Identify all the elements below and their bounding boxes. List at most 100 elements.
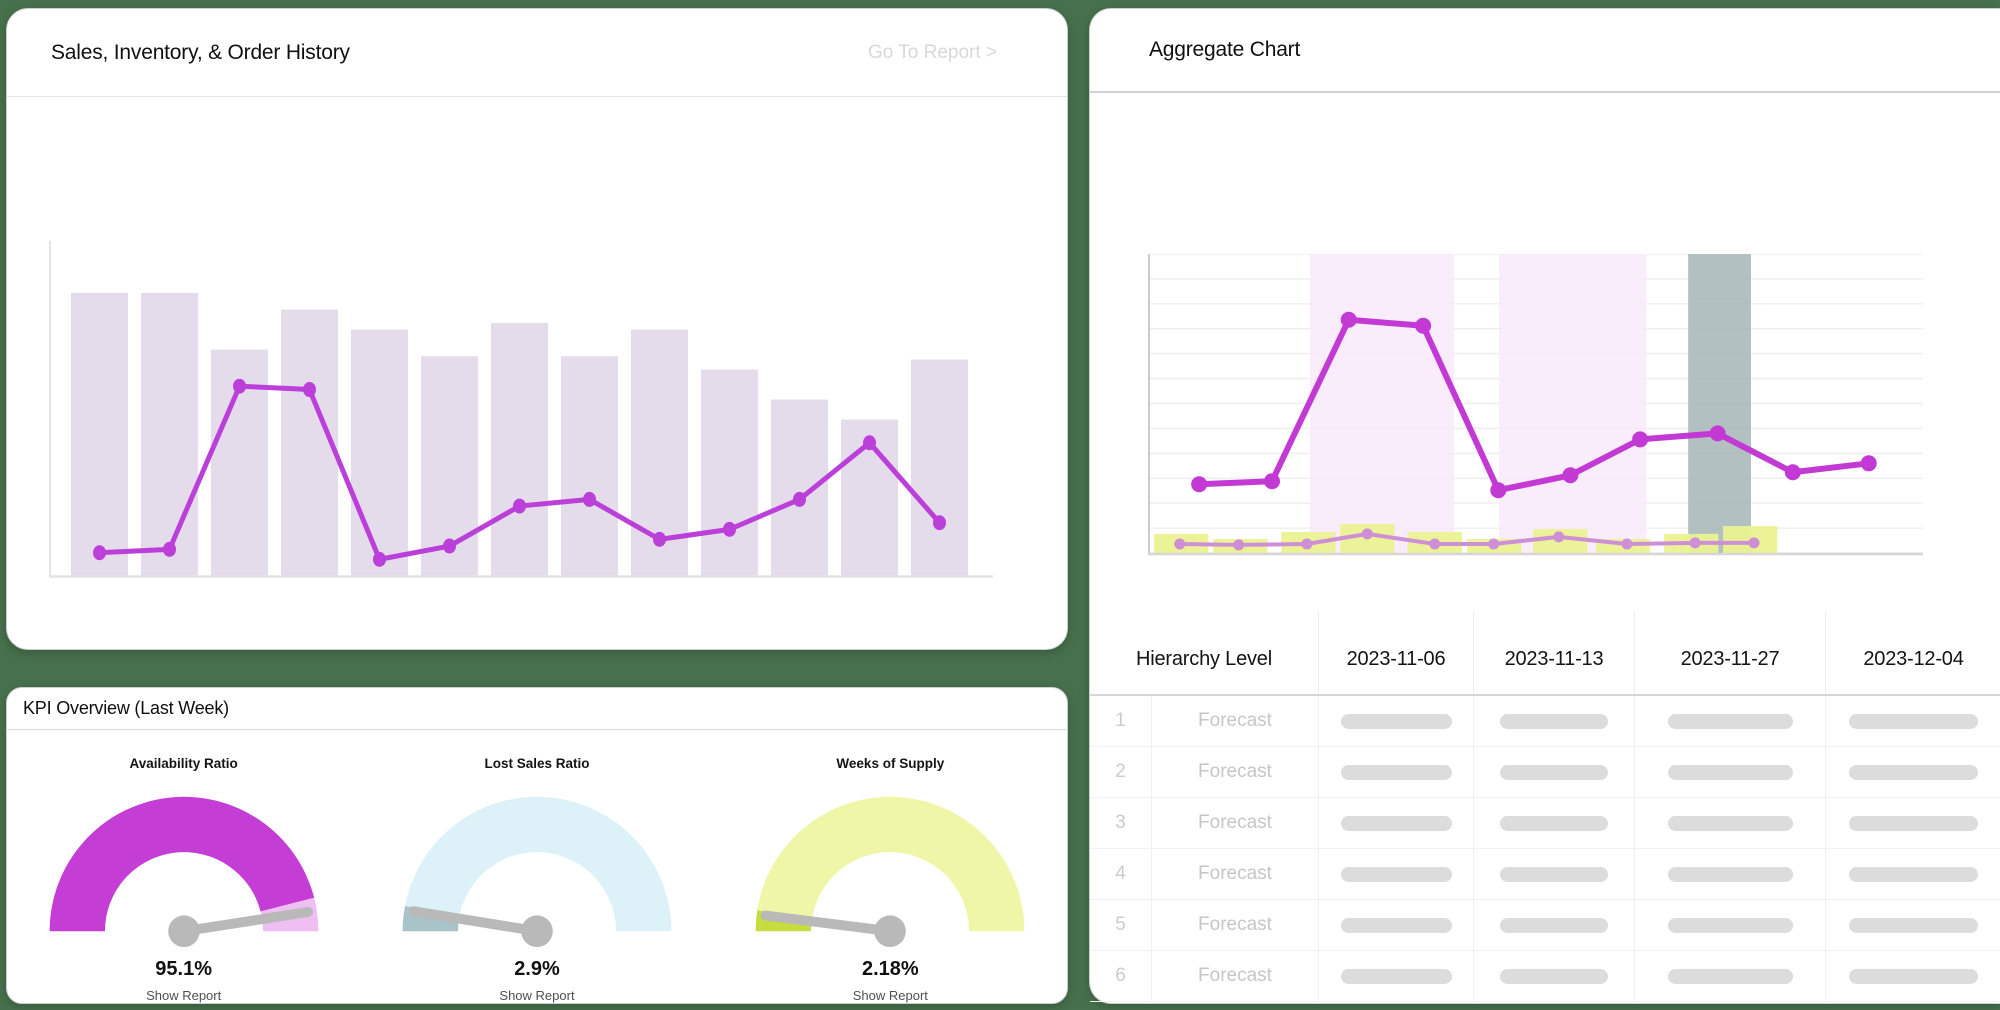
hierarchy-level-number: 3: [1115, 812, 1126, 833]
kpi-card-title: KPI Overview (Last Week): [23, 698, 229, 718]
forecast-label: Forecast: [1151, 747, 1318, 797]
hierarchy-level-number: 2: [1115, 761, 1126, 782]
gauge-availability-ratio: Availability Ratio 95.1% Show Report: [7, 730, 360, 1003]
value-placeholder: [1340, 713, 1452, 729]
show-report-link[interactable]: Show Report: [852, 988, 928, 1003]
gauge-value: 2.18%: [861, 958, 919, 980]
value-placeholder: [1667, 764, 1793, 780]
show-report-link[interactable]: Show Report: [499, 988, 575, 1003]
value-placeholder: [1340, 968, 1452, 984]
kpi-overview-card: KPI Overview (Last Week) Availability Ra…: [6, 687, 1068, 1004]
forecast-value-cell: [1825, 798, 2000, 848]
forecast-value-cell: [1318, 849, 1473, 899]
forecast-value-cell: [1318, 747, 1473, 797]
value-placeholder: [1340, 917, 1452, 933]
forecast-label: Forecast: [1151, 849, 1318, 899]
aggregate-card-header: Aggregate Chart: [1090, 9, 2000, 93]
sales-card-title: Sales, Inventory, & Order History: [51, 40, 350, 64]
hierarchy-level-number: 4: [1115, 863, 1126, 884]
forecast-value-cell: [1634, 951, 1825, 1001]
sales-history-chart: [49, 241, 993, 578]
forecast-value-cell: [1318, 900, 1473, 950]
forecast-value-cell: [1825, 951, 2000, 1001]
column-header-date: 2023-12-04: [1825, 611, 2000, 694]
value-placeholder: [1849, 815, 1978, 831]
value-placeholder: [1667, 917, 1793, 933]
aggregate-chart-card: Aggregate Chart Hierarchy Level 2023-11-…: [1089, 8, 2000, 1004]
gauge-title: Weeks of Supply: [836, 756, 945, 771]
value-placeholder: [1340, 866, 1452, 882]
table-row[interactable]: 2 Forecast: [1090, 747, 2000, 798]
gauge-chart: [755, 796, 1025, 948]
value-placeholder: [1667, 815, 1793, 831]
go-to-report-link[interactable]: Go To Report >: [867, 41, 997, 63]
column-header-date: 2023-11-27: [1634, 611, 1825, 694]
forecast-value-cell: [1473, 900, 1634, 950]
forecast-value-cell: [1473, 849, 1634, 899]
column-header-date: 2023-11-06: [1318, 611, 1473, 694]
forecast-value-cell: [1634, 798, 1825, 848]
value-placeholder: [1849, 764, 1978, 780]
value-placeholder: [1340, 764, 1452, 780]
forecast-value-cell: [1318, 696, 1473, 746]
forecast-label: Forecast: [1151, 900, 1318, 950]
forecast-label: Forecast: [1151, 951, 1318, 1001]
hierarchy-level-number: 1: [1115, 710, 1126, 731]
forecast-table-body: 1 Forecast 2 Forecast 3 Forecast 4 Forecast 5 For…: [1090, 696, 2000, 1002]
forecast-value-cell: [1473, 696, 1634, 746]
column-header-date: 2023-11-13: [1473, 611, 1634, 694]
forecast-value-cell: [1825, 696, 2000, 746]
hierarchy-level-number: 6: [1115, 965, 1126, 986]
forecast-value-cell: [1473, 798, 1634, 848]
forecast-value-cell: [1634, 849, 1825, 899]
gauge-title: Lost Sales Ratio: [484, 756, 590, 771]
forecast-label: Forecast: [1151, 798, 1318, 848]
value-placeholder: [1500, 764, 1608, 780]
table-row[interactable]: 3 Forecast: [1090, 798, 2000, 849]
table-row[interactable]: 6 Forecast: [1090, 951, 2000, 1002]
forecast-label: Forecast: [1151, 696, 1318, 746]
forecast-value-cell: [1825, 747, 2000, 797]
value-placeholder: [1500, 713, 1608, 729]
value-placeholder: [1849, 713, 1978, 729]
forecast-value-cell: [1318, 798, 1473, 848]
value-placeholder: [1340, 815, 1452, 831]
table-row[interactable]: 1 Forecast: [1090, 696, 2000, 747]
gauge-chart: [49, 796, 319, 948]
aggregate-chart: [1148, 254, 1923, 556]
value-placeholder: [1500, 815, 1608, 831]
aggregate-card-title: Aggregate Chart: [1149, 38, 1301, 61]
gauge-weeks-of-supply: Weeks of Supply 2.18% Show Report: [714, 730, 1067, 1003]
forecast-value-cell: [1634, 747, 1825, 797]
table-row[interactable]: 5 Forecast: [1090, 900, 2000, 951]
kpi-gauges-row: Availability Ratio 95.1% Show Report Los…: [7, 730, 1067, 1003]
forecast-value-cell: [1318, 951, 1473, 1001]
gauge-title: Availability Ratio: [129, 756, 238, 771]
kpi-card-header: KPI Overview (Last Week): [7, 688, 1067, 730]
forecast-table-header: Hierarchy Level 2023-11-06 2023-11-13 20…: [1090, 611, 2000, 696]
table-row[interactable]: 4 Forecast: [1090, 849, 2000, 900]
gauge-value: 95.1%: [155, 958, 213, 980]
sales-card-header: Sales, Inventory, & Order History Go To …: [7, 9, 1067, 97]
sales-history-card: Sales, Inventory, & Order History Go To …: [6, 8, 1068, 650]
forecast-value-cell: [1634, 900, 1825, 950]
value-placeholder: [1667, 713, 1793, 729]
value-placeholder: [1500, 917, 1608, 933]
forecast-value-cell: [1825, 900, 2000, 950]
forecast-value-cell: [1473, 747, 1634, 797]
forecast-value-cell: [1634, 696, 1825, 746]
value-placeholder: [1849, 968, 1978, 984]
value-placeholder: [1667, 866, 1793, 882]
value-placeholder: [1667, 968, 1793, 984]
forecast-value-cell: [1825, 849, 2000, 899]
gauge-lost-sales-ratio: Lost Sales Ratio 2.9% Show Report: [360, 730, 713, 1003]
value-placeholder: [1849, 866, 1978, 882]
forecast-value-cell: [1473, 951, 1634, 1001]
value-placeholder: [1500, 968, 1608, 984]
gauge-value: 2.9%: [514, 958, 560, 980]
show-report-link[interactable]: Show Report: [146, 988, 222, 1003]
gauge-chart: [402, 796, 672, 948]
value-placeholder: [1849, 917, 1978, 933]
hierarchy-level-number: 5: [1115, 914, 1126, 935]
